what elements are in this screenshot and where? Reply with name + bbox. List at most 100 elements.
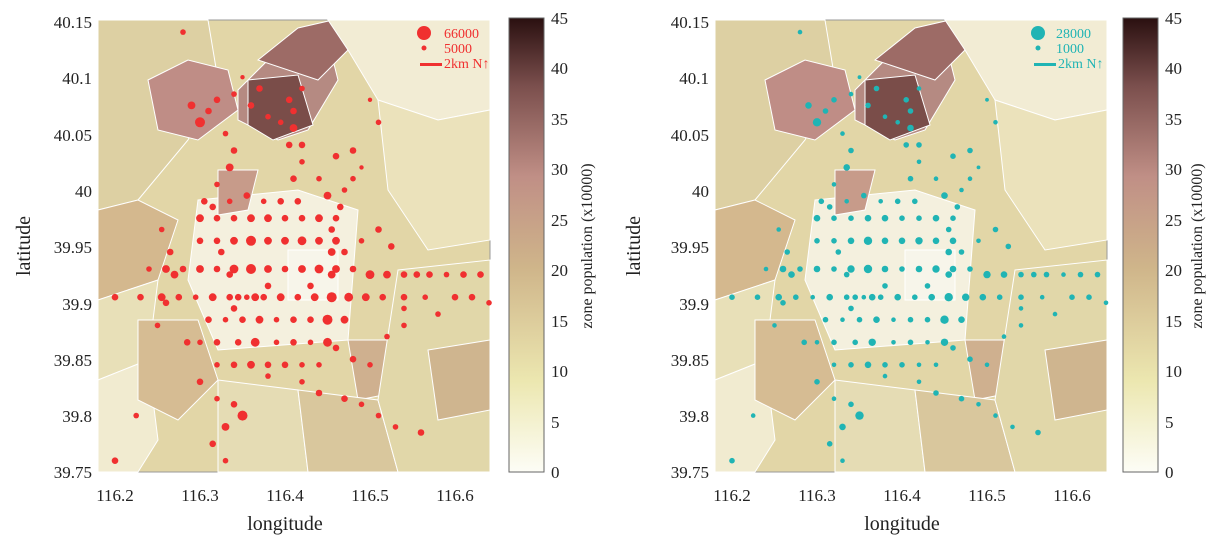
data-point: [894, 198, 901, 205]
data-point: [840, 458, 845, 464]
colorbar-tick: 10: [551, 362, 568, 381]
legend-large-marker: [1031, 26, 1045, 40]
data-point: [375, 119, 382, 126]
data-point: [933, 176, 939, 181]
data-point: [899, 215, 905, 221]
colorbar: [508, 17, 545, 473]
x-tick: 116.5: [351, 486, 389, 505]
data-point: [297, 236, 307, 246]
x-tick: 116.6: [436, 486, 474, 505]
x-axis-left: 116.2 116.3 116.4 116.5 116.6 longitude: [96, 486, 474, 535]
data-point: [826, 204, 833, 210]
legend-left: 66000 5000 2km N↑: [417, 26, 490, 72]
data-point: [229, 264, 239, 274]
data-point: [992, 226, 999, 233]
data-point: [384, 333, 390, 340]
data-point: [230, 305, 238, 312]
legend-small-marker: [421, 45, 427, 51]
data-point: [775, 293, 782, 301]
data-point: [959, 187, 964, 193]
data-point: [864, 214, 872, 222]
data-point: [907, 108, 914, 114]
data-point: [840, 131, 845, 136]
data-point: [958, 395, 965, 402]
data-point: [264, 214, 272, 223]
data-point: [891, 317, 896, 323]
data-point: [315, 389, 323, 397]
data-point: [247, 102, 255, 109]
data-point: [1000, 271, 1008, 278]
data-point: [244, 294, 250, 301]
data-point: [826, 441, 833, 447]
data-point: [843, 271, 850, 278]
data-point: [349, 355, 357, 363]
data-point: [157, 293, 166, 302]
data-point: [214, 395, 220, 402]
data-point: [788, 271, 795, 278]
data-point: [298, 141, 306, 149]
data-point: [881, 237, 889, 245]
data-point: [932, 214, 940, 222]
data-point: [1077, 271, 1084, 278]
data-point: [962, 293, 970, 301]
data-point: [810, 294, 815, 300]
data-point: [237, 410, 248, 421]
data-point: [281, 236, 289, 245]
panel-right: 28000 1000 2km N↑ 116.2 116.3 116.4 116.…: [623, 9, 1206, 535]
data-point: [865, 102, 871, 109]
y-tick: 39.9: [62, 295, 92, 314]
data-point: [949, 237, 957, 245]
data-point: [196, 214, 204, 223]
data-point: [848, 362, 854, 368]
data-point: [179, 265, 187, 273]
data-point: [307, 339, 314, 346]
data-point: [861, 192, 867, 199]
data-point: [226, 293, 233, 301]
x-tick: 116.6: [1053, 486, 1091, 505]
data-point: [221, 423, 230, 431]
data-point: [230, 147, 238, 154]
data-point: [265, 113, 271, 120]
data-point: [993, 120, 998, 125]
data-point: [240, 75, 245, 80]
data-point: [882, 114, 888, 119]
data-point: [361, 293, 370, 302]
data-point: [797, 266, 803, 272]
colorbar-tick: 0: [551, 463, 560, 482]
data-point: [924, 316, 931, 323]
data-point: [831, 396, 837, 402]
data-point: [835, 249, 842, 255]
data-point: [316, 175, 322, 182]
data-point: [137, 293, 144, 301]
data-point: [1086, 294, 1092, 301]
data-point: [784, 249, 790, 255]
data-point: [213, 237, 221, 245]
data-point: [281, 214, 289, 222]
data-point: [322, 314, 333, 325]
data-point: [729, 294, 735, 301]
data-point: [222, 130, 229, 137]
data-point: [873, 316, 880, 324]
data-point: [401, 322, 407, 329]
colorbar-label: zone population (x10000): [579, 163, 596, 328]
data-point: [976, 402, 981, 407]
data-point: [349, 147, 357, 154]
data-point: [375, 226, 382, 233]
data-point: [250, 337, 260, 347]
data-point: [413, 271, 421, 278]
data-point: [299, 362, 305, 368]
data-point: [218, 248, 225, 256]
data-point: [848, 147, 854, 154]
colorbar-label: zone population (x10000): [1189, 163, 1206, 328]
colorbar-tick: 5: [551, 413, 560, 432]
data-point: [298, 214, 306, 222]
colorbar-tick: 45: [551, 9, 568, 28]
data-point: [383, 270, 391, 279]
data-point: [323, 337, 332, 347]
data-point: [1052, 311, 1058, 317]
data-point: [341, 395, 348, 403]
data-point: [422, 294, 429, 301]
data-point: [340, 315, 349, 324]
data-point: [451, 293, 459, 301]
